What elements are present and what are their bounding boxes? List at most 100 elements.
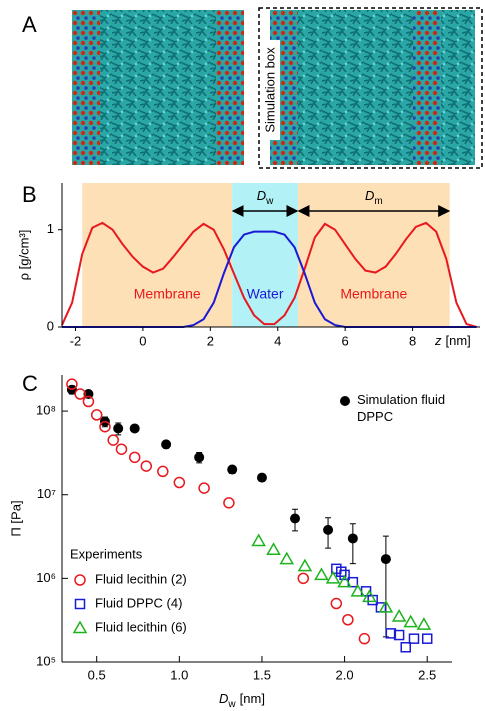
label-main: D xyxy=(219,691,228,706)
axis-label: Dw [nm] xyxy=(219,691,265,709)
point xyxy=(330,597,343,610)
label-sub: m xyxy=(374,196,382,207)
error-bar xyxy=(349,523,356,565)
legend-entry: Fluid lecithin (6) xyxy=(95,619,187,634)
point xyxy=(113,423,124,434)
legend-marker xyxy=(74,598,86,610)
point xyxy=(140,460,153,472)
point xyxy=(350,583,366,597)
label-main: D xyxy=(257,188,266,203)
point xyxy=(408,633,420,644)
point xyxy=(256,472,267,483)
point xyxy=(128,451,141,464)
legend-entry: Fluid DPPC (4) xyxy=(95,595,182,610)
x-tick-label: 2.5 xyxy=(418,667,436,682)
point xyxy=(314,567,329,581)
legend-entry: Simulation fluid DPPC xyxy=(357,392,446,424)
label-rest: [nm] xyxy=(446,333,471,348)
legend-marker xyxy=(340,396,350,406)
point xyxy=(342,613,354,626)
x-tick-label: 2 xyxy=(207,333,214,348)
point xyxy=(107,434,119,446)
y-tick-label: 10⁵ xyxy=(36,653,56,668)
x-tick-label: 1.5 xyxy=(253,667,271,682)
y-axis-label: Π [Pa] xyxy=(8,500,23,536)
region-label: Membrane xyxy=(340,286,407,302)
region xyxy=(82,183,233,327)
x-tick-label: 8 xyxy=(409,333,416,348)
box-label: Simulation box xyxy=(262,47,277,133)
panel-label: A xyxy=(22,12,37,37)
label-sub: w xyxy=(265,196,274,207)
point xyxy=(337,574,352,588)
y-tick-label: 10⁸ xyxy=(36,403,56,418)
x-tick-label: -2 xyxy=(70,333,82,348)
point xyxy=(99,420,111,433)
point xyxy=(66,378,78,390)
point xyxy=(325,570,341,584)
panel-label: B xyxy=(22,182,37,207)
point xyxy=(403,614,418,628)
legend-title: Experiments xyxy=(70,546,143,561)
point xyxy=(161,439,172,450)
point xyxy=(297,558,313,572)
panel-label: C xyxy=(22,371,38,396)
point xyxy=(339,569,350,581)
x-tick-label: 0.5 xyxy=(88,667,106,682)
point xyxy=(400,642,411,653)
point xyxy=(82,395,95,408)
point xyxy=(297,572,310,585)
x-tick-label: 1.0 xyxy=(170,667,188,682)
y-tick-label: 1 xyxy=(47,221,54,236)
point xyxy=(173,476,186,489)
point xyxy=(90,409,103,421)
point xyxy=(393,629,405,641)
region-label: Membrane xyxy=(134,286,201,302)
point xyxy=(227,464,238,475)
point xyxy=(323,524,334,535)
point xyxy=(421,633,433,644)
x-tick-label: 0 xyxy=(139,333,146,348)
point xyxy=(129,423,140,434)
error-bar xyxy=(382,535,389,638)
point xyxy=(380,554,391,565)
density-line xyxy=(61,221,477,328)
simulation-box xyxy=(258,7,483,169)
point xyxy=(198,482,210,494)
point xyxy=(266,542,281,555)
point xyxy=(251,533,266,547)
axis-label: Dw xyxy=(257,188,274,206)
point xyxy=(391,608,407,622)
legend-marker xyxy=(72,620,88,634)
point xyxy=(347,533,358,544)
point xyxy=(362,589,377,603)
point xyxy=(194,452,205,463)
point xyxy=(74,388,86,400)
label-sub: w xyxy=(227,699,236,710)
point xyxy=(223,497,235,509)
point xyxy=(378,599,394,613)
x-tick-label: 6 xyxy=(342,333,349,348)
point xyxy=(279,551,295,565)
point xyxy=(157,465,169,478)
y-axis-label: ρ [g/cm³] xyxy=(16,230,31,281)
legend-entry: Fluid lecithin (2) xyxy=(95,571,187,586)
y-tick-label: 0 xyxy=(47,318,54,333)
region-label: Water xyxy=(247,286,284,302)
y-tick-label: 10⁶ xyxy=(36,570,56,585)
point xyxy=(290,513,301,524)
axis-label: Dm xyxy=(365,188,383,206)
label-main: z xyxy=(434,333,442,348)
region xyxy=(232,183,298,327)
point xyxy=(358,632,371,645)
x-tick-label: 4 xyxy=(274,333,281,348)
x-tick-label: 2.0 xyxy=(336,667,354,682)
axis-label: z [nm] xyxy=(434,333,471,348)
point xyxy=(115,443,128,455)
legend-marker xyxy=(74,574,86,586)
y-tick-label: 10⁷ xyxy=(37,486,56,501)
label-main: D xyxy=(365,188,374,203)
label-rest: [nm] xyxy=(240,691,265,706)
